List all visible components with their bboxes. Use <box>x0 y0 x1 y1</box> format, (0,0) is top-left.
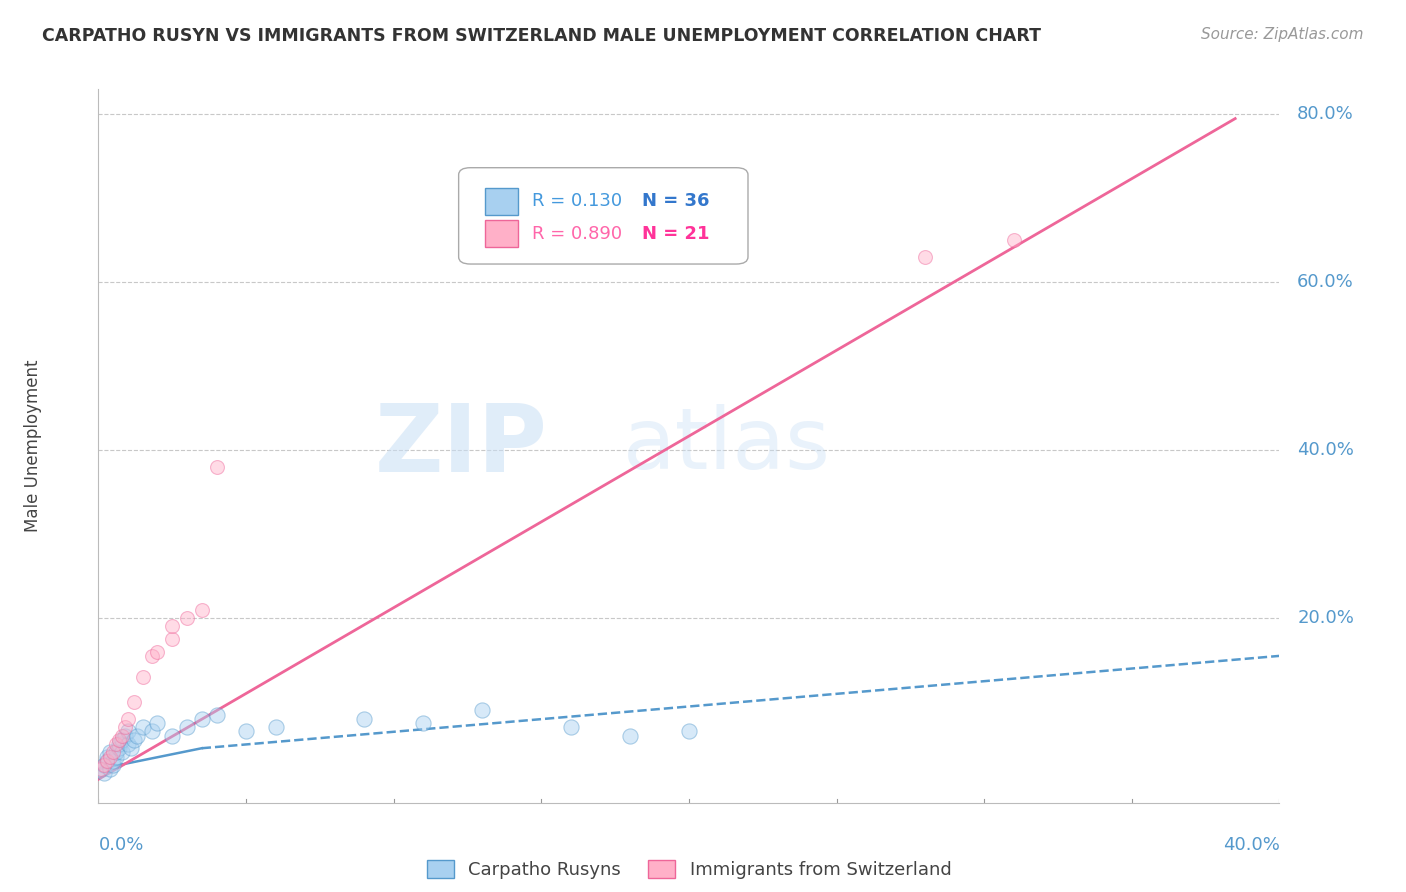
Point <box>103 746 125 760</box>
Point <box>914 250 936 264</box>
Point <box>125 729 148 743</box>
Point <box>120 741 142 756</box>
Point <box>146 645 169 659</box>
Point <box>117 737 139 751</box>
FancyBboxPatch shape <box>485 187 517 215</box>
Point <box>108 732 131 747</box>
Point <box>108 737 131 751</box>
FancyBboxPatch shape <box>485 220 517 247</box>
Point <box>191 603 214 617</box>
Point <box>96 754 118 768</box>
Point <box>1002 233 1025 247</box>
Point <box>560 720 582 734</box>
Text: N = 21: N = 21 <box>641 225 709 243</box>
Point <box>90 762 112 776</box>
Point <box>619 729 641 743</box>
Point <box>111 732 134 747</box>
Point <box>105 746 128 760</box>
Text: 40.0%: 40.0% <box>1223 837 1279 855</box>
Point <box>93 758 115 772</box>
Text: 0.0%: 0.0% <box>98 837 143 855</box>
Point <box>117 724 139 739</box>
Point <box>105 737 128 751</box>
Point <box>162 632 183 646</box>
Point <box>264 720 287 734</box>
Text: 60.0%: 60.0% <box>1298 273 1354 292</box>
Text: R = 0.130: R = 0.130 <box>531 192 621 211</box>
Point <box>132 670 155 684</box>
Point <box>90 762 112 776</box>
Point <box>191 712 214 726</box>
Point <box>122 732 145 747</box>
Point <box>98 762 121 776</box>
Point <box>235 724 257 739</box>
Point <box>93 766 115 780</box>
Point <box>471 703 494 717</box>
Point <box>205 707 228 722</box>
Point <box>678 724 700 739</box>
Point <box>122 695 145 709</box>
Point <box>98 749 121 764</box>
Point <box>98 746 121 760</box>
Text: 40.0%: 40.0% <box>1298 442 1354 459</box>
Point <box>205 460 228 475</box>
Point <box>103 754 125 768</box>
Point <box>117 712 139 726</box>
Point <box>141 648 163 663</box>
Point <box>108 741 131 756</box>
Point <box>176 611 198 625</box>
Text: ZIP: ZIP <box>374 400 547 492</box>
Text: N = 36: N = 36 <box>641 192 709 211</box>
Point <box>162 729 183 743</box>
Point <box>96 749 118 764</box>
Point <box>412 716 434 731</box>
Point <box>103 758 125 772</box>
Text: Source: ZipAtlas.com: Source: ZipAtlas.com <box>1201 27 1364 42</box>
Text: CARPATHO RUSYN VS IMMIGRANTS FROM SWITZERLAND MALE UNEMPLOYMENT CORRELATION CHAR: CARPATHO RUSYN VS IMMIGRANTS FROM SWITZE… <box>42 27 1042 45</box>
Point <box>132 720 155 734</box>
Point <box>114 720 136 734</box>
Point <box>111 729 134 743</box>
Point <box>146 716 169 731</box>
Legend: Carpatho Rusyns, Immigrants from Switzerland: Carpatho Rusyns, Immigrants from Switzer… <box>419 853 959 887</box>
Point <box>105 749 128 764</box>
Point <box>111 746 134 760</box>
Point <box>353 712 375 726</box>
Text: R = 0.890: R = 0.890 <box>531 225 621 243</box>
Point <box>114 729 136 743</box>
Text: atlas: atlas <box>623 404 831 488</box>
Text: Male Unemployment: Male Unemployment <box>24 359 42 533</box>
Text: 80.0%: 80.0% <box>1298 105 1354 123</box>
Point <box>93 758 115 772</box>
Text: 20.0%: 20.0% <box>1298 609 1354 627</box>
Point <box>162 619 183 633</box>
Point <box>176 720 198 734</box>
FancyBboxPatch shape <box>458 168 748 264</box>
Point <box>96 754 118 768</box>
Point <box>141 724 163 739</box>
